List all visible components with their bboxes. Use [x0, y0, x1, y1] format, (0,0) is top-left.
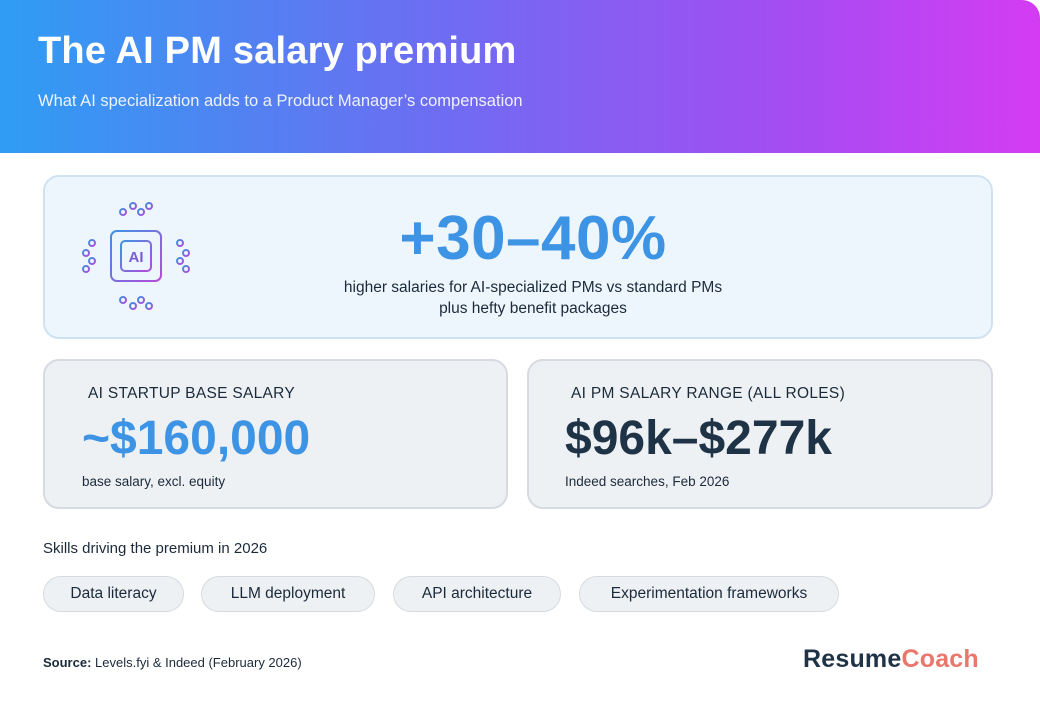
source-note: Source: Levels.fyi & Indeed (February 20…: [43, 655, 302, 670]
salary-range-label: AI PM SALARY RANGE (ALL ROLES): [571, 385, 846, 402]
ai-chip-icon: AI: [82, 202, 190, 310]
page-subtitle: What AI specialization adds to a Product…: [38, 92, 523, 110]
premium-percentage: +30–40%: [399, 204, 667, 273]
salary-range-value: $96k–$277k: [565, 412, 832, 465]
source-label: Source:: [43, 655, 92, 670]
brand-logo-part2: Coach: [901, 645, 979, 673]
ai-chip-label: AI: [129, 249, 144, 266]
salary-range-card: AI PM SALARY RANGE (ALL ROLES) $96k–$277…: [527, 359, 993, 509]
skills-heading: Skills driving the premium in 2026: [43, 540, 268, 557]
source-text: Levels.fyi & Indeed (February 2026): [91, 655, 302, 670]
brand-logo-part1: Resume: [803, 645, 902, 673]
salary-range-note: Indeed searches, Feb 2026: [565, 474, 730, 489]
header-banner: The AI PM salary premium What AI special…: [0, 0, 1040, 153]
startup-salary-label: AI STARTUP BASE SALARY: [88, 385, 296, 402]
page-title: The AI PM salary premium: [38, 30, 517, 72]
brand-logo: ResumeCoach: [803, 645, 979, 674]
startup-salary-value: ~$160,000: [82, 412, 311, 465]
startup-salary-card: AI STARTUP BASE SALARY ~$160,000 base sa…: [43, 359, 508, 509]
skill-pill-data-literacy: Data literacy: [43, 576, 184, 612]
skill-pill-experimentation-frameworks: Experimentation frameworks: [579, 576, 839, 612]
premium-description-line1: higher salaries for AI-specialized PMs v…: [343, 279, 723, 296]
premium-description-line2: plus hefty benefit packages: [439, 300, 627, 317]
startup-salary-note: base salary, excl. equity: [82, 474, 226, 489]
skill-pill-api-architecture: API architecture: [393, 576, 561, 612]
premium-description: higher salaries for AI-specialized PMs v…: [45, 277, 991, 319]
premium-highlight-card: AI +30–40% higher salaries for AI-specia…: [43, 175, 993, 339]
skill-pill-llm-deployment: LLM deployment: [201, 576, 375, 612]
